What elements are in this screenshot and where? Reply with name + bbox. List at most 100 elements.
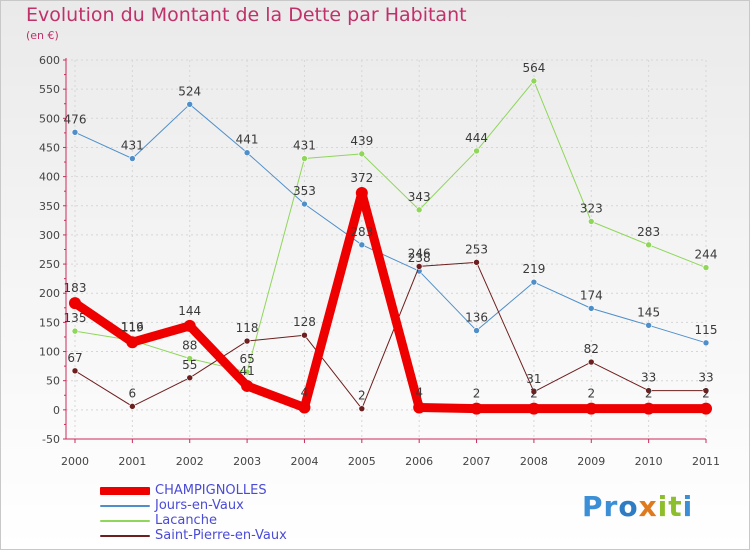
data-label: 65 <box>239 352 254 366</box>
x-tick-label: 2005 <box>348 455 376 468</box>
legend-swatch <box>100 505 150 507</box>
legend-label: Jours-en-Vaux <box>155 498 244 513</box>
data-point <box>473 147 480 155</box>
data-label: 444 <box>465 131 488 145</box>
x-tick-label: 2001 <box>118 455 146 468</box>
series-line-2 <box>74 80 707 373</box>
data-label: 2 <box>358 389 366 403</box>
logo-letter: i <box>682 490 694 523</box>
data-point <box>71 327 79 335</box>
x-tick-label: 2000 <box>61 455 89 468</box>
data-label: 82 <box>584 342 599 356</box>
data-point <box>413 401 426 414</box>
data-label: 4 <box>415 386 423 400</box>
data-label: 238 <box>408 251 431 265</box>
x-tick-label: 2008 <box>520 455 548 468</box>
data-label: 2 <box>587 387 595 401</box>
legend-swatch <box>100 487 150 495</box>
data-label: 564 <box>522 61 545 75</box>
data-label: 33 <box>698 371 713 385</box>
data-point <box>243 337 251 345</box>
data-point <box>129 155 136 162</box>
data-point <box>587 305 595 312</box>
data-label: 283 <box>350 225 373 239</box>
legend-item: CHAMPIGNOLLES <box>100 483 360 499</box>
series-layer <box>69 77 712 415</box>
y-tick-label: 0 <box>53 404 60 417</box>
data-point <box>243 368 251 376</box>
x-tick-label: 2007 <box>463 455 491 468</box>
data-point <box>642 402 655 415</box>
y-tick-label: 300 <box>39 229 60 242</box>
data-point <box>645 321 652 329</box>
data-point <box>183 319 196 332</box>
data-point <box>241 379 254 392</box>
data-label: 31 <box>526 372 541 386</box>
axis-layer: -50 0 50 100 150 200 250 300 350 400 450 500 550 600 2… <box>39 54 720 468</box>
data-point <box>186 374 194 382</box>
data-point <box>186 355 194 362</box>
chart-title: Evolution du Montant de la Dette par Hab… <box>26 4 467 26</box>
data-point <box>702 387 710 394</box>
data-label: 55 <box>182 358 197 372</box>
legend-swatch <box>100 535 150 537</box>
data-point <box>301 200 308 208</box>
legend-label: Saint-Pierre-en-Vaux <box>155 528 287 543</box>
data-label: 431 <box>121 139 144 153</box>
y-tick-label: 550 <box>39 83 60 96</box>
data-point <box>186 101 194 108</box>
data-label: 67 <box>67 351 82 365</box>
data-label: 145 <box>637 305 660 319</box>
y-tick-label: 600 <box>39 54 60 67</box>
y-tick-label: 450 <box>39 141 60 154</box>
data-point <box>358 150 366 158</box>
logo-letter: x <box>638 490 658 523</box>
y-tick-label: 150 <box>39 316 60 329</box>
data-label: 2 <box>645 387 653 401</box>
y-tick-label: -50 <box>42 433 60 446</box>
data-label: 33 <box>641 371 656 385</box>
grid-layer <box>66 59 707 440</box>
x-tick-label: 2009 <box>577 455 605 468</box>
data-label: 244 <box>695 248 718 262</box>
data-point <box>71 129 79 136</box>
data-label: 116 <box>121 320 144 334</box>
x-tick-label: 2003 <box>233 455 261 468</box>
data-label: 441 <box>236 133 259 147</box>
series-line-1 <box>74 103 707 344</box>
y-tick-label: 100 <box>39 346 60 359</box>
series-line-0 <box>70 188 711 414</box>
data-label: 183 <box>64 281 87 295</box>
y-tick-label: 400 <box>39 171 60 184</box>
series-line-3 <box>74 261 707 410</box>
data-label: 524 <box>178 84 201 98</box>
y-tick-label: 200 <box>39 287 60 300</box>
data-label: 323 <box>580 202 603 216</box>
legend-item: Jours-en-Vaux <box>100 498 360 514</box>
data-label: 2 <box>702 387 710 401</box>
data-label: 283 <box>637 225 660 239</box>
data-point <box>702 264 710 271</box>
data-point <box>645 241 652 249</box>
data-label: 439 <box>350 134 373 148</box>
legend-label: Lacanche <box>155 513 217 528</box>
data-point <box>470 402 483 415</box>
x-tick-label: 2006 <box>405 455 433 468</box>
data-label: 115 <box>695 323 718 337</box>
data-point <box>702 339 710 347</box>
data-label: 128 <box>293 315 316 329</box>
data-point <box>358 241 366 249</box>
data-label: 246 <box>408 246 431 260</box>
data-label: 343 <box>408 190 431 204</box>
data-point <box>527 402 540 415</box>
data-label: 476 <box>64 112 87 126</box>
legend-item: Saint-Pierre-en-Vaux <box>100 528 360 544</box>
data-point <box>645 387 652 394</box>
data-point <box>415 206 423 214</box>
data-label: 118 <box>236 321 259 335</box>
logo-letter: i <box>657 490 669 523</box>
data-point <box>69 297 81 310</box>
proxiti-logo: Proxiti <box>582 490 693 523</box>
